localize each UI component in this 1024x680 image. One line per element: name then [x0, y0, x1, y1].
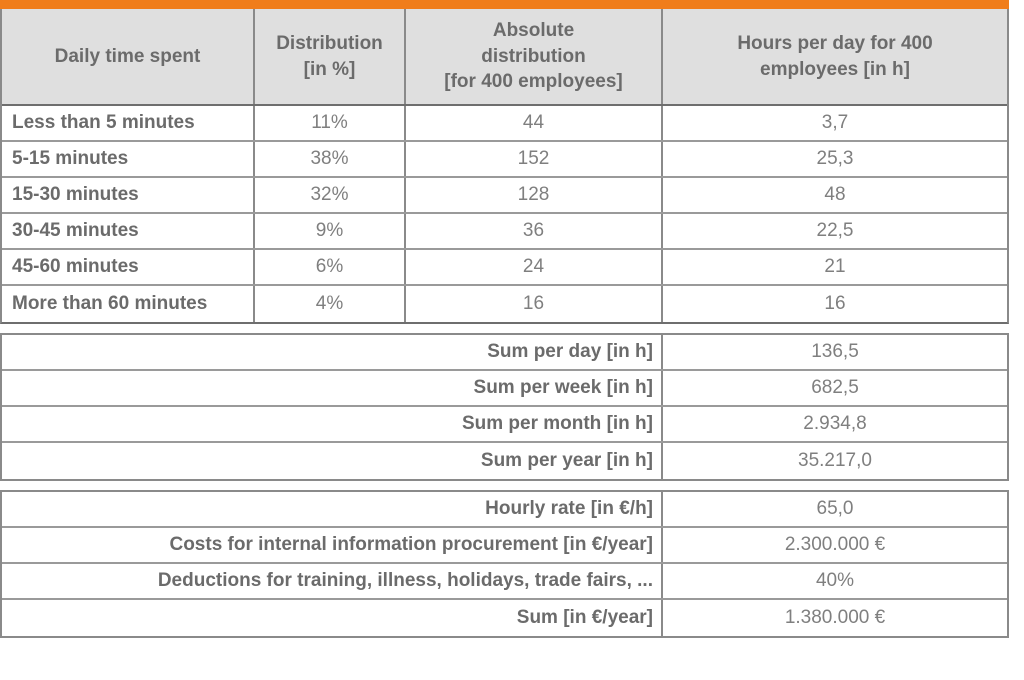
hour-sums-section: Sum per day [in h] 136,5 Sum per week [i…: [0, 333, 1009, 481]
row-absolute: 44: [406, 106, 663, 140]
cost-value: 1.380.000 €: [784, 607, 886, 628]
row-hours: 3,7: [821, 112, 849, 133]
cost-label: Hourly rate [in €/h]: [2, 492, 663, 526]
time-spent-table: Daily time spent Distribution [in %] Abs…: [0, 9, 1009, 324]
row-distribution: 9%: [255, 214, 406, 248]
sum-row: Sum per month [in h] 2.934,8: [2, 407, 1007, 443]
row-label: More than 60 minutes: [2, 286, 255, 322]
row-label: 5-15 minutes: [2, 142, 255, 176]
row-distribution: 4%: [255, 286, 406, 322]
row-hours: 16: [824, 293, 846, 314]
row-absolute: 128: [406, 178, 663, 212]
cost-value: 65,0: [816, 498, 854, 519]
row-distribution: 38%: [255, 142, 406, 176]
sum-label: Sum per year [in h]: [2, 443, 663, 479]
cost-value: 2.300.000 €: [784, 534, 886, 555]
row-label: Less than 5 minutes: [2, 106, 255, 140]
header-hours-per-day: Hours per day for 400 employees [in h]: [737, 32, 933, 80]
header-daily-time-spent: Daily time spent: [2, 9, 255, 104]
sum-label: Sum per month [in h]: [2, 407, 663, 441]
cost-calculation-section: Hourly rate [in €/h] 65,0 Costs for inte…: [0, 490, 1009, 638]
cost-label: Deductions for training, illness, holida…: [2, 564, 663, 598]
header-distribution-pct: Distribution [in %]: [255, 9, 406, 104]
table-row: More than 60 minutes 4% 16 16: [2, 286, 1007, 322]
sum-row: Sum per day [in h] 136,5: [2, 335, 1007, 371]
row-label: 30-45 minutes: [2, 214, 255, 248]
cost-label: Sum [in €/year]: [2, 600, 663, 636]
sum-row: Sum per year [in h] 35.217,0: [2, 443, 1007, 479]
table-row: 30-45 minutes 9% 36 22,5: [2, 214, 1007, 250]
row-absolute: 36: [406, 214, 663, 248]
table-row: 5-15 minutes 38% 152 25,3: [2, 142, 1007, 178]
accent-bar: [0, 0, 1009, 9]
sum-value: 136,5: [811, 341, 859, 362]
row-hours: 25,3: [816, 148, 854, 169]
cost-row: Costs for internal information procureme…: [2, 528, 1007, 564]
table-row: 45-60 minutes 6% 24 21: [2, 250, 1007, 286]
row-hours: 48: [824, 184, 846, 205]
sum-label: Sum per week [in h]: [2, 371, 663, 405]
cost-row: Sum [in €/year] 1.380.000 €: [2, 600, 1007, 636]
row-absolute: 16: [406, 286, 663, 322]
row-hours: 22,5: [816, 220, 854, 241]
cost-value: 40%: [815, 570, 855, 591]
sum-value: 682,5: [811, 377, 859, 398]
row-distribution: 6%: [255, 250, 406, 284]
header-absolute-distribution: Absolute distribution [for 400 employees…: [406, 9, 663, 104]
sum-value: 35.217,0: [798, 450, 872, 471]
sum-row: Sum per week [in h] 682,5: [2, 371, 1007, 407]
table-row: 15-30 minutes 32% 128 48: [2, 178, 1007, 214]
cost-row: Hourly rate [in €/h] 65,0: [2, 492, 1007, 528]
table-row: Less than 5 minutes 11% 44 3,7: [2, 106, 1007, 142]
cost-row: Deductions for training, illness, holida…: [2, 564, 1007, 600]
row-distribution: 32%: [255, 178, 406, 212]
row-absolute: 152: [406, 142, 663, 176]
sum-label: Sum per day [in h]: [2, 335, 663, 369]
row-label: 15-30 minutes: [2, 178, 255, 212]
sum-value: 2.934,8: [803, 413, 867, 434]
row-absolute: 24: [406, 250, 663, 284]
row-distribution: 11%: [255, 106, 406, 140]
table-header-row: Daily time spent Distribution [in %] Abs…: [2, 9, 1007, 106]
row-label: 45-60 minutes: [2, 250, 255, 284]
cost-label: Costs for internal information procureme…: [2, 528, 663, 562]
row-hours: 21: [824, 256, 846, 277]
